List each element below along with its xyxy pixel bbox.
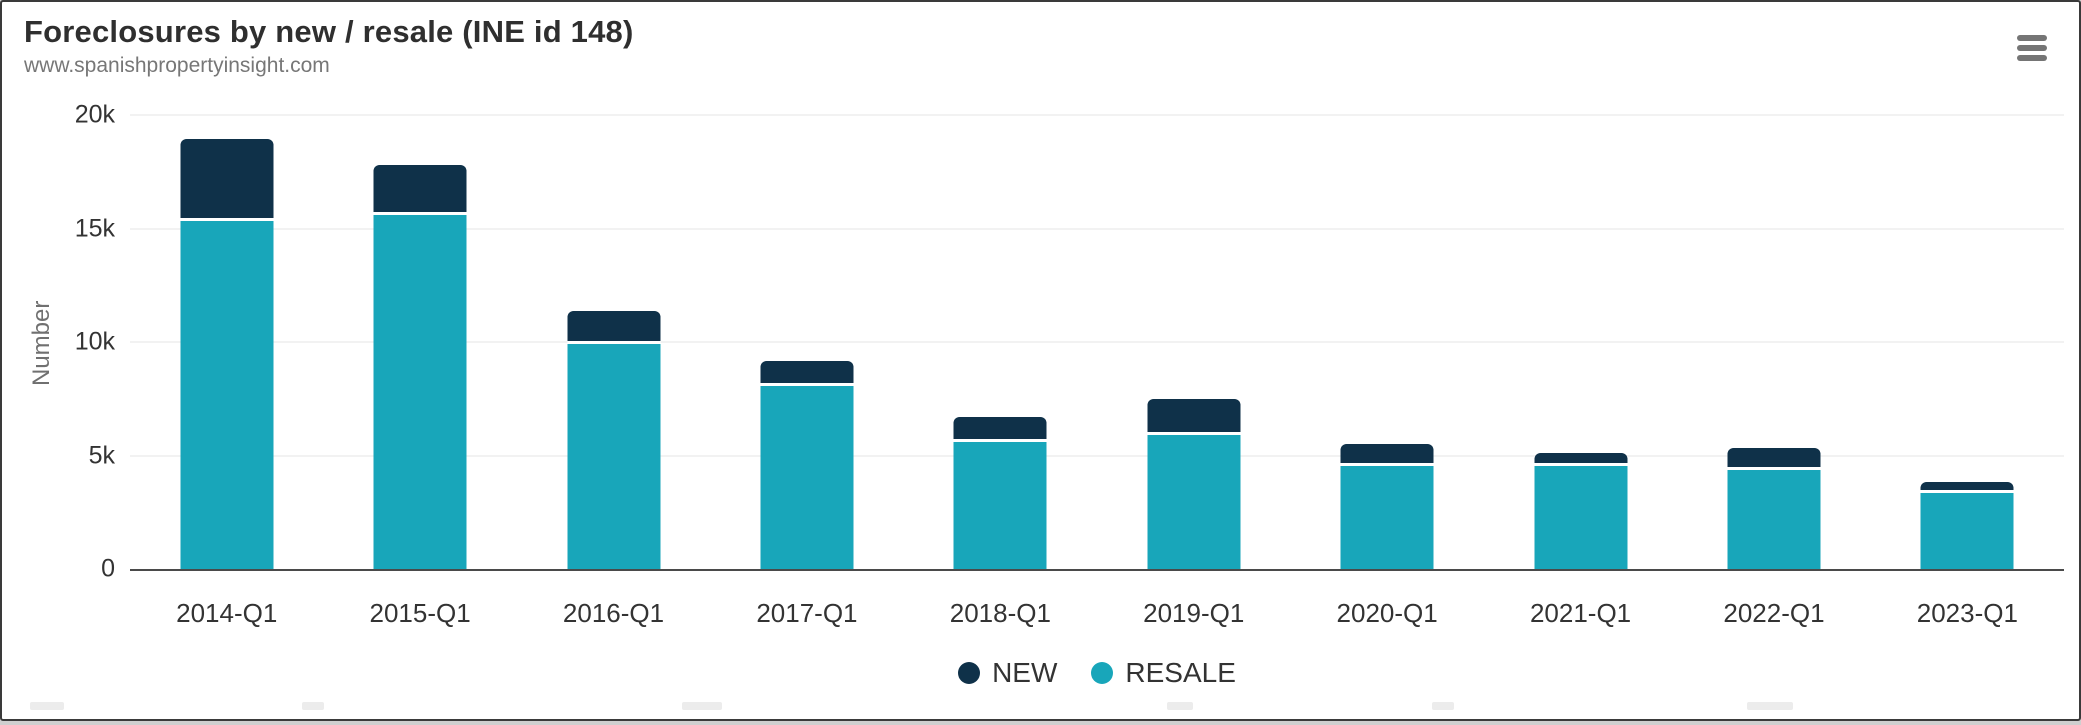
bar-2022-Q1 xyxy=(1727,447,1821,569)
category-cell-2015-Q1 xyxy=(323,115,516,569)
bar-segment-new-2023-Q1[interactable] xyxy=(1920,481,2014,493)
bar-segment-resale-2017-Q1[interactable] xyxy=(760,386,854,569)
bar-2017-Q1 xyxy=(760,361,854,569)
bar-segment-new-2014-Q1[interactable] xyxy=(180,138,274,221)
bar-segment-resale-2022-Q1[interactable] xyxy=(1727,470,1821,569)
cropped-content-artifact xyxy=(682,702,722,710)
x-tick-label-2015-Q1: 2015-Q1 xyxy=(369,598,471,628)
legend-label: NEW xyxy=(992,657,1058,688)
y-tick-label: 15k xyxy=(74,214,115,242)
x-tick-label-2020-Q1: 2020-Q1 xyxy=(1336,598,1438,628)
gridline-5k xyxy=(130,454,2064,457)
category-cell-2019-Q1 xyxy=(1097,115,1290,569)
cropped-content-artifact xyxy=(1167,702,1193,710)
bar-segment-new-2017-Q1[interactable] xyxy=(760,361,854,387)
y-tick-label: 5k xyxy=(88,441,115,469)
category-cell-2021-Q1 xyxy=(1484,115,1677,569)
legend-marker-icon xyxy=(958,662,981,684)
y-tick-label: 10k xyxy=(74,327,115,356)
bar-segment-resale-2016-Q1[interactable] xyxy=(567,344,661,569)
category-cell-2017-Q1 xyxy=(710,115,903,569)
bar-segment-resale-2021-Q1[interactable] xyxy=(1534,465,1628,569)
cropped-content-artifact xyxy=(302,702,324,710)
gridline-20k xyxy=(130,114,2064,116)
bars-container xyxy=(130,115,2064,569)
category-cell-2016-Q1 xyxy=(517,115,710,569)
legend-item-resale[interactable]: RESALE xyxy=(1091,657,1236,689)
category-cell-2023-Q1 xyxy=(1871,115,2064,569)
x-tick-label-2023-Q1: 2023-Q1 xyxy=(1916,598,2018,628)
category-cell-2020-Q1 xyxy=(1290,115,1483,569)
bar-2018-Q1 xyxy=(953,416,1047,569)
bar-2023-Q1 xyxy=(1920,481,2014,569)
bar-segment-new-2015-Q1[interactable] xyxy=(373,164,467,215)
bar-2015-Q1 xyxy=(373,164,467,569)
bar-2019-Q1 xyxy=(1147,398,1241,569)
legend: NEW RESALE xyxy=(130,657,2064,689)
y-tick-label: 0 xyxy=(101,554,115,583)
x-axis-line xyxy=(130,569,2064,571)
chart-context-menu-button[interactable] xyxy=(2011,30,2053,66)
x-tick-label-2016-Q1: 2016-Q1 xyxy=(562,598,665,628)
y-tick-label: 20k xyxy=(74,100,115,129)
bar-segment-new-2022-Q1[interactable] xyxy=(1727,447,1821,471)
bar-segment-new-2021-Q1[interactable] xyxy=(1534,453,1628,466)
bar-2014-Q1 xyxy=(180,138,274,569)
bar-segment-resale-2020-Q1[interactable] xyxy=(1340,465,1434,569)
bar-segment-resale-2023-Q1[interactable] xyxy=(1920,492,2014,569)
cropped-content-artifact xyxy=(1747,702,1793,710)
hamburger-icon xyxy=(2017,35,2047,61)
bar-segment-new-2016-Q1[interactable] xyxy=(567,311,661,345)
legend-marker-icon xyxy=(1091,662,1114,684)
x-tick-label-2014-Q1: 2014-Q1 xyxy=(176,598,278,628)
legend-item-new[interactable]: NEW xyxy=(958,657,1057,689)
gridline-10k xyxy=(130,341,2064,343)
bar-segment-new-2018-Q1[interactable] xyxy=(953,416,1047,442)
category-cell-2022-Q1 xyxy=(1677,115,1870,569)
cropped-content-artifact xyxy=(1432,702,1454,710)
bar-2016-Q1 xyxy=(567,311,661,569)
category-cell-2014-Q1 xyxy=(130,115,323,569)
x-tick-label-2021-Q1: 2021-Q1 xyxy=(1529,598,1632,628)
bar-segment-new-2019-Q1[interactable] xyxy=(1147,398,1241,436)
bar-2020-Q1 xyxy=(1340,444,1434,569)
gridline-15k xyxy=(130,227,2064,230)
plot-area xyxy=(130,114,2064,571)
chart-title: Foreclosures by new / resale (INE id 148… xyxy=(24,14,634,49)
x-tick-label-2017-Q1: 2017-Q1 xyxy=(756,598,858,628)
bar-segment-resale-2014-Q1[interactable] xyxy=(180,220,274,569)
category-cell-2018-Q1 xyxy=(904,115,1097,569)
cropped-content-artifact xyxy=(30,702,64,710)
chart-subtitle: www.spanishpropertyinsight.com xyxy=(24,54,330,77)
bar-segment-resale-2019-Q1[interactable] xyxy=(1147,435,1241,569)
bar-2021-Q1 xyxy=(1534,453,1628,569)
bar-segment-resale-2018-Q1[interactable] xyxy=(953,441,1047,569)
legend-label: RESALE xyxy=(1125,657,1236,688)
x-tick-label-2018-Q1: 2018-Q1 xyxy=(949,598,1051,628)
x-tick-label-2022-Q1: 2022-Q1 xyxy=(1723,598,1825,628)
x-axis-tick-labels: 2014-Q1 2015-Q1 2016-Q1 2017-Q1 2018-Q1 2019-… xyxy=(130,598,2064,629)
x-tick-label-2019-Q1: 2019-Q1 xyxy=(1143,598,1245,628)
bar-segment-new-2020-Q1[interactable] xyxy=(1340,444,1434,466)
bar-segment-resale-2015-Q1[interactable] xyxy=(373,214,467,569)
